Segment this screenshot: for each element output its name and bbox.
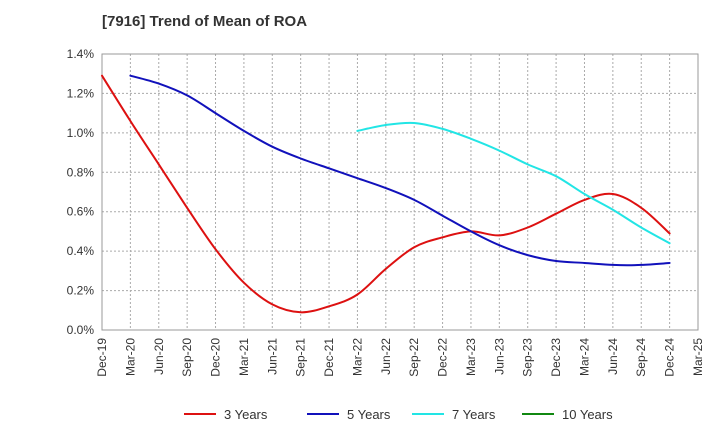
legend-label-3-years: 3 Years (224, 407, 268, 422)
series-line-7-years (356, 121, 671, 245)
x-tick-label: Mar-23 (464, 338, 478, 376)
plot-border (101, 53, 699, 331)
x-tick-label: Mar-25 (691, 338, 705, 376)
x-tick-label: Jun-24 (606, 338, 620, 375)
x-tick-label: Jun-22 (379, 338, 393, 375)
x-tick-label: Jun-20 (152, 338, 166, 375)
legend-label-7-years: 7 Years (452, 407, 496, 422)
plot-area (102, 54, 698, 330)
y-tick-label: 1.0% (67, 126, 95, 140)
grid-lines (102, 54, 698, 330)
x-axis: Dec-19 Mar-20 Jun-20 Sep-20 Dec-20 Mar-21 Jun-… (95, 338, 705, 377)
x-tick-label: Mar-20 (123, 338, 137, 376)
y-tick-label: 0.2% (67, 284, 95, 298)
y-tick-label: 0.4% (67, 244, 95, 258)
series-line-5-years (129, 74, 671, 267)
series-line-3-years (101, 74, 671, 314)
x-tick-label: Mar-21 (237, 338, 251, 376)
x-tick-label: Mar-22 (350, 338, 364, 376)
y-axis: 0.0% 0.2% 0.4% 0.6% 0.8% 1.0% 1.2% 1.4% (67, 47, 95, 337)
x-tick-label: Sep-23 (521, 338, 535, 377)
legend-label-10-years: 10 Years (562, 407, 613, 422)
legend-label-5-years: 5 Years (347, 407, 391, 422)
series-lines (101, 74, 671, 314)
legend: 3 Years 5 Years 7 Years 10 Years (184, 407, 613, 422)
y-tick-label: 1.2% (67, 86, 95, 100)
x-tick-label: Jun-21 (265, 338, 279, 375)
x-tick-label: Mar-24 (577, 338, 591, 376)
x-tick-label: Jun-23 (492, 338, 506, 375)
chart-title: [7916] Trend of Mean of ROA (102, 13, 307, 30)
y-tick-label: 1.4% (67, 47, 95, 61)
x-tick-label: Dec-21 (322, 338, 336, 377)
y-tick-label: 0.0% (67, 323, 95, 337)
x-tick-label: Dec-23 (549, 338, 563, 377)
x-tick-label: Dec-24 (663, 338, 677, 377)
x-tick-label: Dec-20 (209, 338, 223, 377)
y-tick-label: 0.6% (67, 205, 95, 219)
x-tick-label: Sep-20 (180, 338, 194, 377)
x-tick-label: Sep-22 (407, 338, 421, 377)
x-tick-label: Sep-24 (634, 338, 648, 377)
y-tick-label: 0.8% (67, 165, 95, 179)
x-tick-label: Dec-19 (95, 338, 109, 377)
x-tick-label: Sep-21 (294, 338, 308, 377)
x-tick-label: Dec-22 (436, 338, 450, 377)
